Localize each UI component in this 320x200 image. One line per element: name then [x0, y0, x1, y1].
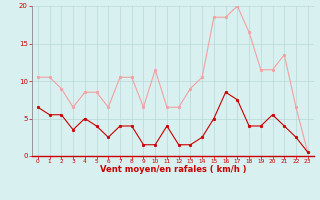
X-axis label: Vent moyen/en rafales ( km/h ): Vent moyen/en rafales ( km/h ): [100, 165, 246, 174]
